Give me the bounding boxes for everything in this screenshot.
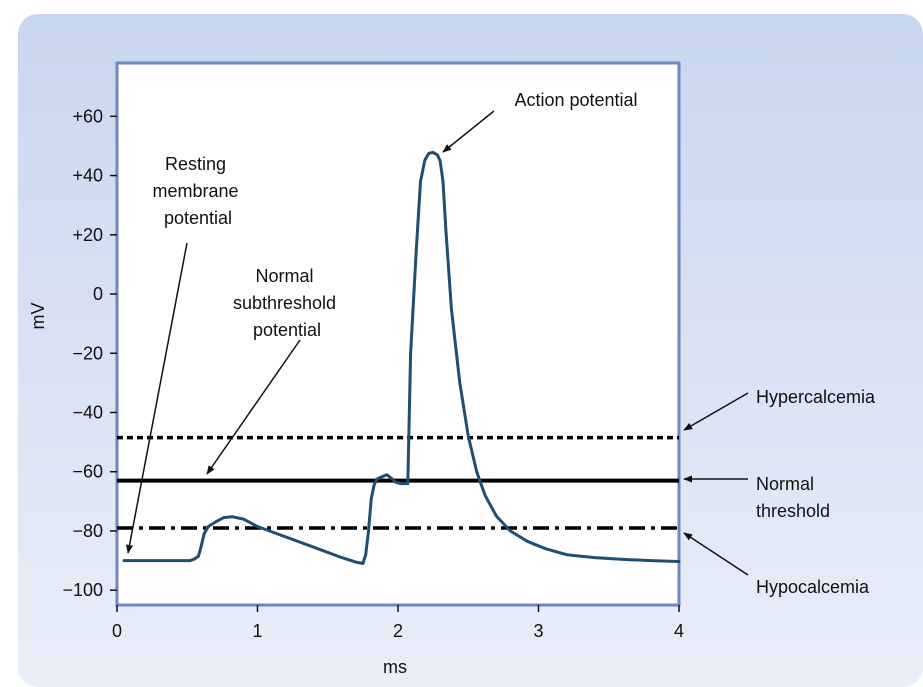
x-tick-label: 2 xyxy=(393,621,403,641)
y-tick-label: −60 xyxy=(72,462,103,482)
y-tick-label: −100 xyxy=(62,580,103,600)
action-potential-arrow xyxy=(442,110,495,153)
y-axis-title: mV xyxy=(28,303,48,330)
plot-frame xyxy=(115,61,681,607)
normal-threshold-label: Normal threshold xyxy=(756,474,830,521)
x-axis-title: ms xyxy=(383,657,407,677)
resting-line-1: Resting xyxy=(165,154,226,174)
y-tick-label: +40 xyxy=(72,166,103,186)
y-tick-label: +20 xyxy=(72,225,103,245)
y-tick-label: −20 xyxy=(72,343,103,363)
x-tick-label: 1 xyxy=(252,621,262,641)
y-tick-label: −40 xyxy=(72,402,103,422)
normal-threshold-line-2: threshold xyxy=(756,501,830,521)
resting-line-2: membrane xyxy=(152,181,238,201)
hypocalcemia-arrow xyxy=(683,532,749,576)
x-tick-label: 4 xyxy=(674,621,684,641)
annotation-arrows xyxy=(125,110,749,576)
action-potential-label: Action potential xyxy=(514,90,637,110)
hypercalcemia-arrow xyxy=(683,392,749,431)
y-tick-label: 0 xyxy=(93,284,103,304)
hypercalcemia-label: Hypercalcemia xyxy=(756,387,876,407)
resting-line-3: potential xyxy=(164,208,232,228)
subthreshold-line-1: Normal xyxy=(255,266,313,286)
subthreshold-arrow xyxy=(206,339,301,475)
y-tick-label: +60 xyxy=(72,106,103,126)
resting-membrane-label: Resting membrane potential xyxy=(152,154,243,228)
threshold-lines xyxy=(117,435,679,530)
normal-threshold-line-1: Normal xyxy=(756,474,814,494)
x-tick-label: 3 xyxy=(533,621,543,641)
action-potential-trace xyxy=(122,150,681,565)
y-axis-ticks: +60 +40 +20 0 −20 −40 −60 −80 −100 xyxy=(62,106,117,600)
subthreshold-label: Normal subthreshold potential xyxy=(233,266,341,340)
y-tick-label: −80 xyxy=(72,521,103,541)
subthreshold-line-3: potential xyxy=(253,320,321,340)
x-tick-label: 0 xyxy=(112,621,122,641)
hypocalcemia-label: Hypocalcemia xyxy=(756,577,870,597)
subthreshold-line-2: subthreshold xyxy=(233,293,336,313)
x-axis-ticks: 0 1 2 3 4 xyxy=(112,605,684,641)
resting-arrow xyxy=(125,242,188,554)
